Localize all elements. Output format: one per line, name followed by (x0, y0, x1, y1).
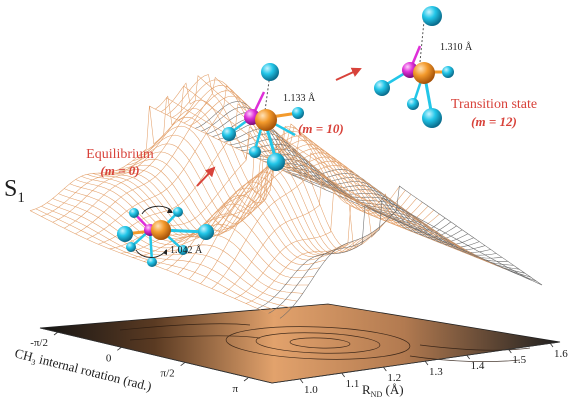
mesh-line (58, 193, 309, 286)
x-axis-label: RND (Å) (362, 382, 404, 399)
equilibrium-bond-length: 1.042 Å (170, 244, 203, 256)
intermediate-state: (m = 10) 1.133 Å (222, 63, 344, 171)
hydrogen-atom (267, 153, 285, 171)
mesh-line (223, 174, 486, 294)
intermediate-m-label: (m = 10) (298, 121, 344, 136)
y-axis-label: CH3 internal rotation (rad.) (13, 345, 153, 395)
hydrogen-atom (222, 127, 236, 141)
transition-bond-length: 1.310 Å (440, 41, 473, 53)
y-tick-label: π/2 (161, 368, 175, 380)
y-tick-mark (117, 347, 122, 351)
electronic-state-label: S1 (4, 176, 25, 206)
hydrogen-atom (422, 6, 442, 26)
molecule-equilibrium (117, 205, 214, 267)
x-tick-label: 1.2 (387, 372, 401, 384)
x-tick-label: 1.0 (304, 384, 318, 396)
mesh-line (75, 76, 338, 235)
hydrogen-atom (129, 208, 139, 218)
carbon-atom (413, 62, 435, 84)
molecule-transition (374, 6, 454, 128)
hydrogen-atom (147, 257, 157, 267)
y-tick-mark (180, 362, 185, 366)
x-tick-label: 1.5 (512, 354, 526, 366)
mesh-line (86, 84, 349, 240)
mesh-line (41, 205, 292, 309)
hydrogen-atom (374, 80, 390, 96)
mesh-line (103, 171, 355, 255)
hydrogen-atom (117, 226, 133, 242)
hydrogen-atom (173, 207, 183, 217)
x-tick-label: 1.1 (346, 378, 360, 390)
x-tick-mark (508, 348, 512, 354)
x-tick-label: 1.6 (554, 348, 568, 360)
y-tick-label: π (232, 383, 238, 395)
transition-state-name: Transition state (451, 97, 537, 112)
mesh-line (234, 192, 497, 299)
hydrogen-atom (442, 66, 454, 78)
mesh-line (252, 154, 503, 259)
mesh-line (188, 126, 452, 280)
intermediate-bond-length: 1.133 Å (283, 92, 316, 104)
x-axis: 1.0 1.1 1.2 1.3 1.4 1.5 1.6 RND (Å) (271, 341, 568, 399)
mesh-line (200, 132, 463, 284)
x-tick-mark (383, 366, 387, 372)
mesh-line (177, 125, 440, 275)
x-tick-mark (549, 342, 554, 348)
energy-surface-mesh (29, 74, 543, 319)
hydrogen-atom (249, 146, 261, 158)
x-tick-mark (299, 378, 304, 384)
mesh-line (132, 155, 395, 258)
hydrogen-atom (198, 224, 214, 240)
y-tick-mark (243, 377, 249, 382)
equilibrium-m-label: (m = 0) (100, 163, 139, 178)
mesh-line (63, 75, 327, 229)
mesh-line (29, 105, 293, 211)
transition-state-m-label: (m = 12) (471, 114, 517, 129)
y-tick-label: -π/2 (30, 337, 48, 349)
mesh-line (245, 205, 509, 304)
progression-arrow-2 (335, 67, 362, 81)
mesh-line (154, 147, 418, 266)
hydrogen-atom (407, 98, 419, 110)
x-tick-label: 1.4 (471, 360, 485, 372)
x-tick-mark (424, 360, 429, 366)
molecule-intermediate (222, 63, 304, 171)
mesh-line (257, 205, 520, 309)
mesh-line (211, 152, 474, 289)
hydrogen-atom (422, 108, 442, 128)
equilibrium-name: Equilibrium (86, 147, 154, 162)
hydrogen-atom (178, 245, 188, 255)
progression-arrow-1 (196, 166, 216, 187)
x-tick-mark (341, 372, 345, 378)
y-tick-mark (53, 331, 59, 336)
mesh-line (52, 85, 315, 223)
hydrogen-atom (292, 107, 304, 119)
hydrogen-atom (261, 63, 279, 81)
x-tick-label: 1.3 (429, 366, 443, 378)
carbon-atom (151, 220, 171, 240)
transition-state: Transition state (m = 12) 1.310 Å (374, 6, 537, 129)
equilibrium-state: Equilibrium (m = 0) 1.042 Å (86, 147, 214, 267)
x-tick-mark (466, 354, 470, 360)
hydrogen-atom (126, 242, 136, 252)
mesh-line (268, 197, 531, 314)
mesh-line (64, 188, 315, 278)
carbon-atom (255, 109, 277, 131)
y-tick-label: 0 (106, 352, 112, 364)
mesh-line (279, 185, 543, 319)
